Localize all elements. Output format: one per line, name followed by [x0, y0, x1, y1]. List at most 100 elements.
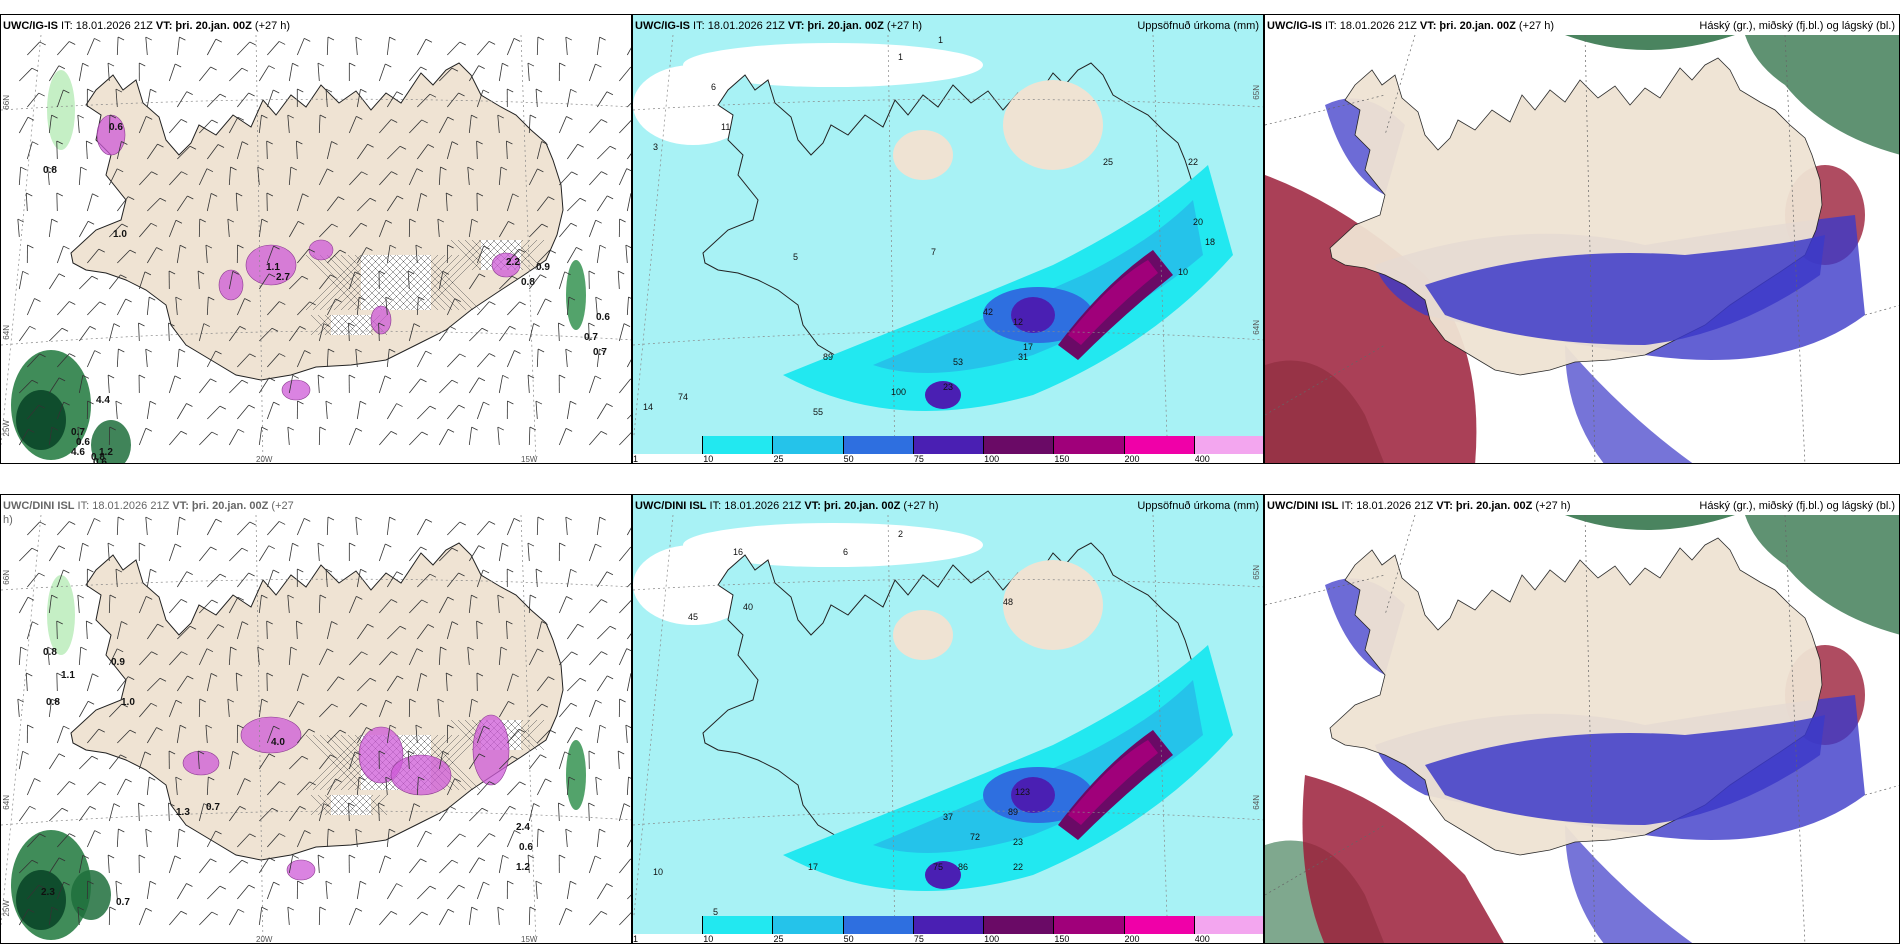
low-cloud — [1425, 235, 1825, 345]
wind-value-label: 2.3 — [41, 887, 55, 898]
dry-land — [893, 130, 953, 180]
precip-blob — [16, 870, 66, 930]
colorbar-tick-label: 50 — [843, 934, 854, 944]
precip-blob — [390, 754, 452, 796]
lead-time: (+27 h) — [883, 20, 923, 32]
lat-label-65n: 65N — [1252, 85, 1261, 100]
precip-value-label: 55 — [813, 407, 823, 417]
wind-value-label: 0.8 — [521, 277, 535, 288]
precip-blob — [240, 716, 302, 754]
mid-cloud — [1302, 775, 1504, 943]
precip-value-label: 5 — [713, 907, 718, 917]
precip-value-label: 53 — [953, 357, 963, 367]
wind-value-label: 0.9 — [111, 657, 125, 668]
precip-colorbar: 1 10 25 50 75 100 150 200 400 — [633, 436, 1263, 463]
high-cloud — [1565, 35, 1735, 50]
wind-value-label: 4.6 — [71, 447, 85, 458]
colorbar-tick-label: 75 — [913, 934, 924, 944]
precip-value-label: 11 — [721, 122, 730, 132]
precip-value-label: 74 — [678, 392, 688, 402]
dry-area — [683, 43, 983, 87]
lat-label-64n: 64N — [2, 795, 11, 810]
mid-cloud — [1265, 175, 1477, 463]
precip-value-label: 22 — [1013, 862, 1023, 872]
precip-value-label: 31 — [1018, 352, 1028, 362]
wind-value-label: 4.4 — [96, 395, 110, 406]
precip-value-label: 89 — [823, 352, 833, 362]
wind-value-label: 0.8 — [43, 165, 57, 176]
model-label: UWC/IG-IS — [635, 20, 690, 32]
colorbar-tick-label: 75 — [913, 454, 924, 464]
colorbar-swatch — [773, 436, 844, 454]
wind-value-label: 2.2 — [506, 257, 520, 268]
precip-blob — [286, 859, 316, 881]
colorbar-swatch — [984, 436, 1055, 454]
precip-value-label: 48 — [1003, 597, 1013, 607]
lat-label-65n: 65N — [1252, 565, 1261, 580]
wind-value-label: 1.3 — [176, 807, 190, 818]
valid-time: VT: þri. 20.jan. 00Z — [172, 500, 269, 512]
precip-value-label: 17 — [1023, 342, 1033, 352]
colorbar-swatch — [633, 436, 704, 454]
init-time: IT: 18.01.2026 21Z — [1338, 500, 1437, 512]
precip-value-label: 17 — [808, 862, 818, 872]
precip-value-label: 89 — [1008, 807, 1018, 817]
colorbar-swatch — [913, 436, 985, 454]
precip-value-label: 5 — [793, 252, 798, 262]
low-cloud — [1425, 715, 1825, 825]
wind-value-label: 0.8 — [91, 452, 105, 463]
panel-igis-precip: UWC/IG-IS IT: 18.01.2026 21Z VT: þri. 20… — [632, 14, 1264, 464]
colorbar-tick-label: 10 — [703, 934, 714, 944]
precip-blob — [566, 260, 586, 330]
cloud-map — [1265, 15, 1899, 463]
precip-blob — [308, 239, 334, 261]
precip-blob — [566, 740, 586, 810]
precip-blob — [96, 114, 126, 156]
valid-time: VT: þri. 20.jan. 00Z — [787, 20, 884, 32]
lat-label-64n: 64N — [1252, 795, 1261, 810]
wind-value-label: 0.7 — [593, 347, 607, 358]
precip-value-label: 10 — [1178, 267, 1188, 277]
panel-header: UWC/DINI ISL IT: 18.01.2026 21Z VT: þri.… — [1267, 499, 1895, 513]
wind-barbs — [17, 516, 631, 926]
precip-band — [783, 645, 1233, 891]
init-time: IT: 18.01.2026 21Z — [1322, 20, 1420, 32]
precip-core — [925, 381, 961, 409]
dry-land — [1003, 560, 1103, 650]
precip-blob — [218, 269, 244, 301]
lead-time: (+27 h) — [900, 500, 939, 512]
colorbar-tick-label: 200 — [1124, 454, 1140, 464]
wind-value-label: 2.4 — [516, 822, 530, 833]
precip-value-label: 100 — [891, 387, 906, 397]
colorbar-tick-label: 1 — [633, 454, 639, 464]
colorbar-swatch — [984, 916, 1055, 934]
lon-label-25w: 25W — [2, 420, 11, 437]
wind-value-label: 0.8 — [46, 697, 60, 708]
lon-label-25w: 25W — [2, 900, 11, 917]
init-time: IT: 18.01.2026 21Z — [58, 20, 156, 32]
graticule — [1265, 34, 1899, 463]
precip-core — [925, 861, 961, 889]
colorbar-tick-label: 10 — [703, 454, 714, 464]
wind-map: 0.60.81.01.12.72.2 0.90.80.60.70.70.70.64… — [1, 34, 631, 463]
precip-value-label: 6 — [711, 82, 716, 92]
colorbar-swatch — [773, 916, 844, 934]
colorbar-swatch — [703, 436, 774, 454]
wind-value-label: 0.6 — [76, 437, 90, 448]
wind-value-label: 2.7 — [276, 272, 290, 283]
colorbar-swatch — [703, 916, 774, 934]
colorbar-tick-label: 100 — [984, 454, 1000, 464]
lat-label-66n: 66N — [2, 570, 11, 585]
precip-blob — [16, 390, 66, 450]
colorbar-tick-label: 100 — [984, 934, 1000, 944]
iceland-land — [70, 62, 564, 381]
colorbar-tick-label: 200 — [1124, 934, 1140, 944]
colorbar-swatch — [1054, 916, 1125, 934]
panel-header: UWC/IG-IS IT: 18.01.2026 21Z VT: þri. 20… — [635, 19, 1259, 33]
precip-blob — [491, 252, 521, 278]
wind-value-label: 0.8 — [43, 647, 57, 658]
wind-value-label: 0.6 — [519, 842, 533, 853]
panel-right-title: Uppsöfnuð úrkoma (mm) — [1137, 500, 1259, 512]
high-cloud — [1745, 515, 1899, 635]
